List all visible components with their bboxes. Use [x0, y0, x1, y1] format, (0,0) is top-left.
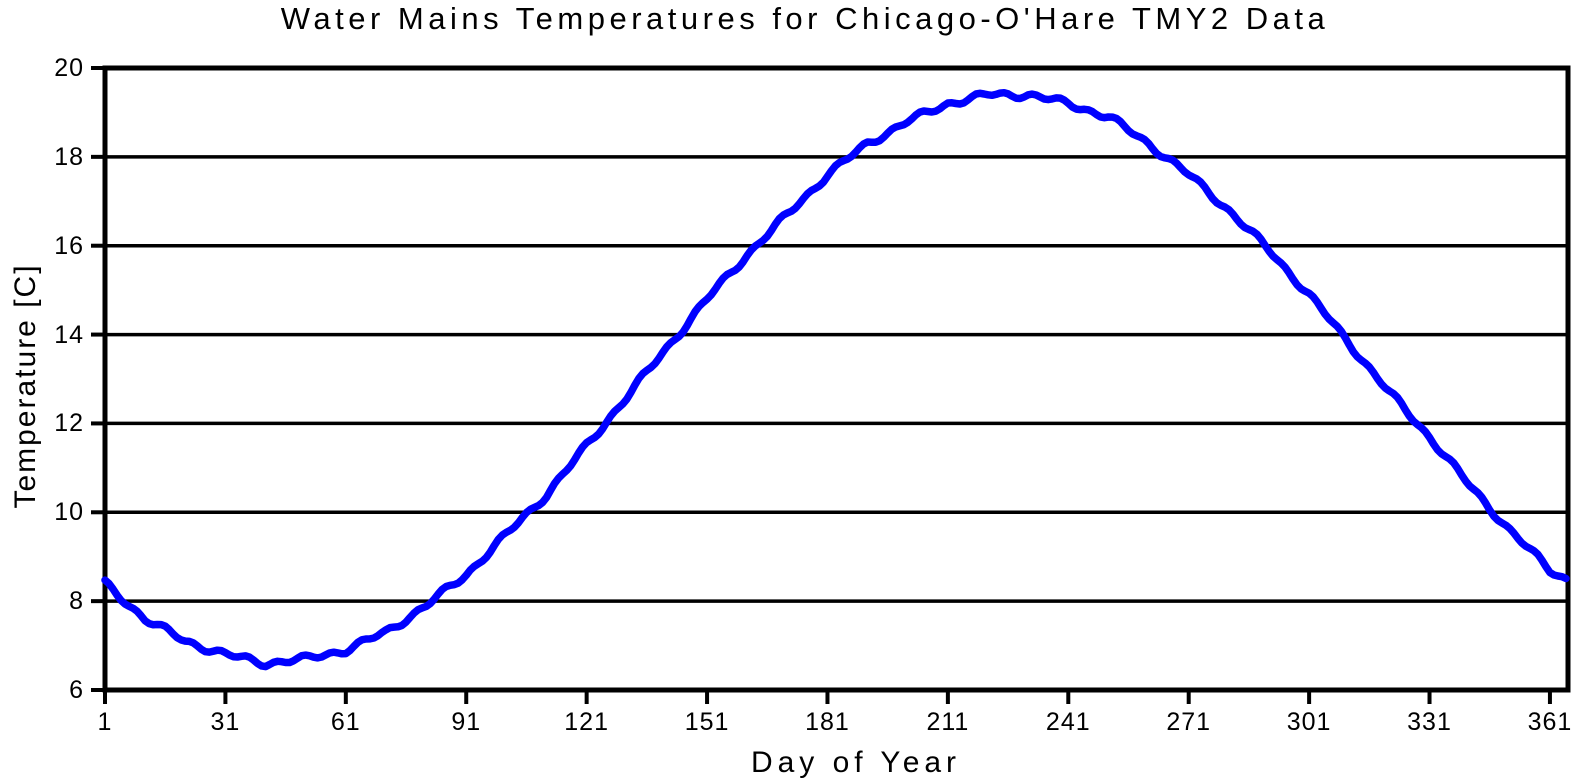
- y-tick-label: 18: [54, 142, 84, 171]
- x-tick-label: 361: [1527, 708, 1572, 736]
- y-tick-label: 8: [69, 587, 84, 616]
- x-tick-label: 271: [1166, 708, 1212, 736]
- x-tick-label: 151: [684, 708, 730, 736]
- plot-frame: [102, 65, 1571, 693]
- x-tick-label: 331: [1407, 708, 1452, 736]
- x-tick-label: 211: [926, 708, 970, 736]
- temperature-curve: [101, 88, 1570, 671]
- x-tick-label: 91: [451, 708, 482, 736]
- x-tick-label: 301: [1286, 708, 1332, 736]
- x-axis-title: Day of Year: [750, 746, 962, 779]
- y-tick-label: 6: [69, 676, 84, 704]
- x-tick-label: 241: [1045, 708, 1091, 736]
- y-tick-label: 14: [54, 320, 84, 349]
- y-tick-label: 10: [54, 498, 84, 527]
- x-tick-label: 181: [805, 708, 850, 736]
- chart-title: Water Mains Temperatures for Chicago-O'H…: [280, 1, 1330, 36]
- y-tick-label: 20: [54, 54, 84, 82]
- x-tick-label: 31: [210, 708, 241, 736]
- x-tick-label: 121: [564, 708, 609, 736]
- y-tick-label: 16: [54, 231, 84, 260]
- x-tick-label: 61: [330, 708, 361, 736]
- x-tick-label: 1: [97, 708, 113, 736]
- y-tick-label: 12: [54, 409, 84, 438]
